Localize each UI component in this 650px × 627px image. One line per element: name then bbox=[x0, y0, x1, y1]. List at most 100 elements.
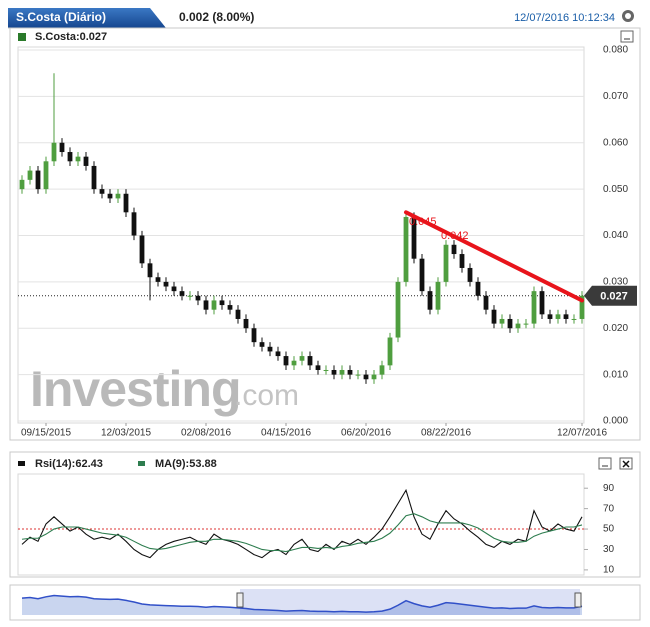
candle-body bbox=[467, 267, 473, 282]
candle-body bbox=[115, 193, 121, 199]
candle-body bbox=[179, 291, 185, 296]
candle-body bbox=[283, 356, 289, 366]
candle-body bbox=[331, 369, 337, 375]
candle-body bbox=[43, 161, 49, 190]
candle-body bbox=[379, 365, 385, 375]
x-tick-label: 06/20/2016 bbox=[341, 428, 391, 439]
navigator-area bbox=[22, 595, 582, 615]
candle-body bbox=[163, 281, 169, 287]
candle-body bbox=[35, 170, 41, 190]
annotation: 0.045 bbox=[409, 216, 437, 228]
candle-body bbox=[363, 374, 369, 380]
candle-body bbox=[355, 374, 361, 376]
trend-line bbox=[404, 210, 584, 303]
candle-body bbox=[51, 142, 57, 162]
candle-body bbox=[59, 142, 65, 153]
x-tick-label: 09/15/2015 bbox=[21, 428, 71, 439]
price-tag bbox=[584, 285, 637, 306]
legend-label: MA(9):53.88 bbox=[155, 458, 217, 470]
candle-body bbox=[27, 170, 33, 180]
x-tick-label: 02/08/2016 bbox=[181, 428, 231, 439]
candle-body bbox=[499, 318, 505, 324]
candle-body bbox=[155, 277, 161, 282]
legend-swatch bbox=[18, 461, 25, 466]
candle-body bbox=[579, 295, 585, 319]
candle-body bbox=[195, 295, 201, 301]
candle-body bbox=[451, 244, 457, 255]
x-tick-label: 12/07/2016 bbox=[557, 428, 607, 439]
navigator-handle[interactable] bbox=[236, 592, 244, 608]
candle-body bbox=[211, 300, 217, 310]
candle-body bbox=[555, 314, 561, 319]
candle-body bbox=[107, 193, 113, 199]
y-tick-label: 30 bbox=[603, 544, 615, 555]
annotation: 0.042 bbox=[441, 230, 469, 242]
y-tick-label: 10 bbox=[603, 565, 615, 576]
candle-body bbox=[403, 216, 409, 282]
candle-body bbox=[483, 295, 489, 310]
candle-body bbox=[251, 328, 257, 343]
candle-body bbox=[387, 337, 393, 366]
candle-body bbox=[267, 346, 273, 352]
candle-body bbox=[419, 258, 425, 292]
navigator-line bbox=[21, 594, 583, 613]
candle-body bbox=[443, 244, 449, 282]
candle-body bbox=[147, 263, 153, 278]
candle-body bbox=[323, 369, 329, 371]
rsi-panel bbox=[9, 451, 641, 578]
settings-icon-inner bbox=[625, 13, 631, 19]
legend: S.Costa:0.027 bbox=[35, 31, 107, 43]
candle-body bbox=[435, 281, 441, 310]
legend-icon bbox=[18, 33, 26, 41]
candle-body bbox=[227, 305, 233, 310]
candle-body bbox=[507, 318, 513, 329]
candle-body bbox=[411, 216, 417, 259]
navigator-handle[interactable] bbox=[574, 592, 582, 608]
candle-body bbox=[491, 309, 497, 324]
price-panel bbox=[9, 27, 641, 441]
timestamp: 12/07/2016 10:12:34 bbox=[514, 12, 615, 24]
candle-body bbox=[91, 165, 97, 190]
rsi-plot bbox=[17, 473, 585, 576]
close-glyph bbox=[622, 460, 630, 468]
series-line bbox=[21, 513, 583, 553]
x-tick-label: 08/22/2016 bbox=[421, 428, 471, 439]
y-tick-label: 0.020 bbox=[603, 323, 628, 334]
minimize-button[interactable] bbox=[598, 457, 612, 470]
y-tick-label: 70 bbox=[603, 503, 615, 514]
candle-body bbox=[427, 291, 433, 310]
candle-body bbox=[139, 235, 145, 264]
title-tab bbox=[8, 8, 166, 28]
candle-body bbox=[547, 314, 553, 319]
candle-body bbox=[19, 179, 25, 190]
change: 0.002 (8.00%) bbox=[179, 10, 254, 24]
y-tick-label: 0.040 bbox=[603, 230, 628, 241]
candle-body bbox=[123, 193, 129, 213]
y-tick-label: 0.030 bbox=[603, 277, 628, 288]
candle-body bbox=[339, 369, 345, 375]
candle-body bbox=[315, 365, 321, 370]
legend-swatch bbox=[138, 461, 145, 466]
x-tick-label: 12/03/2015 bbox=[101, 428, 151, 439]
series-line bbox=[21, 488, 583, 559]
y-tick-label: 0.000 bbox=[603, 416, 628, 427]
candle-body bbox=[203, 300, 209, 310]
candle-body bbox=[299, 356, 305, 361]
candle-body bbox=[571, 318, 577, 320]
x-tick-label: 04/15/2016 bbox=[261, 428, 311, 439]
navigator-panel bbox=[9, 584, 641, 621]
candle-body bbox=[459, 254, 465, 268]
candle-body bbox=[515, 323, 521, 329]
candle-body bbox=[75, 156, 81, 162]
minimize-button[interactable] bbox=[620, 30, 634, 43]
legend-label: Rsi(14):62.43 bbox=[35, 458, 103, 470]
y-tick-label: 50 bbox=[603, 524, 615, 535]
candle-body bbox=[259, 342, 265, 347]
candle-body bbox=[307, 356, 313, 366]
y-tick-label: 90 bbox=[603, 483, 615, 494]
candle-body bbox=[347, 369, 353, 375]
candle-body bbox=[475, 281, 481, 296]
y-tick-label: 0.080 bbox=[603, 45, 628, 56]
